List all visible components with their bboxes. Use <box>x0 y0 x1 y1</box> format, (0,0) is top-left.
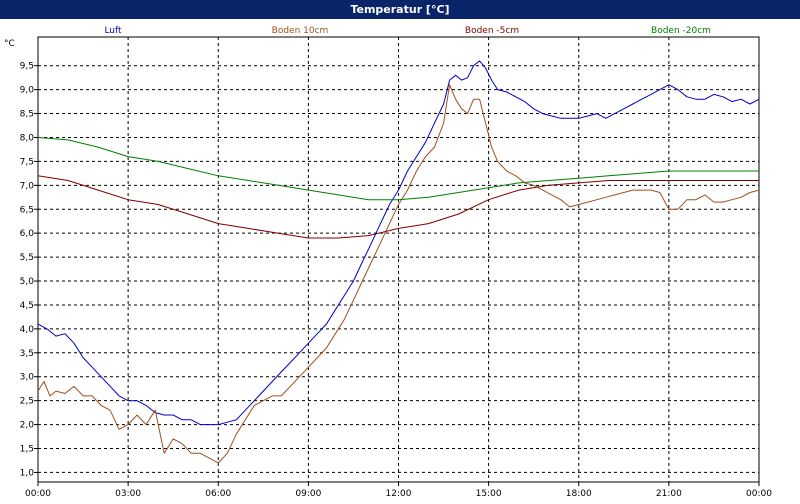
y-axis-label: °C <box>4 39 15 49</box>
series-line-1 <box>37 60 760 426</box>
legend-entry: Boden -5cm <box>465 26 519 36</box>
legend-entry: Boden 10cm <box>272 26 329 36</box>
y-tick-label: 4,0 <box>20 325 35 335</box>
window-title: Temperatur [°C] <box>0 0 800 19</box>
y-tick-label: 9,0 <box>20 86 35 96</box>
y-tick-label: 7,5 <box>20 157 34 167</box>
x-tick-time: 03:00 <box>115 489 141 499</box>
x-tick-time: 06:00 <box>205 489 231 499</box>
x-tick-time: 18:00 <box>566 489 592 499</box>
legend: Luft Boden 10cm Boden -5cm Boden -20cm <box>104 26 711 36</box>
y-tick-label: 4,5 <box>20 301 34 311</box>
y-tick-label: 5,5 <box>20 253 34 263</box>
y-tick-label: 3,0 <box>20 373 35 383</box>
series-line-4 <box>37 137 759 201</box>
y-tick-label: 9,5 <box>20 62 34 72</box>
grid <box>38 37 759 482</box>
series-line-2 <box>37 84 760 464</box>
series-line-3 <box>37 175 759 239</box>
y-tick-label: 2,5 <box>20 397 34 407</box>
legend-entry: Luft <box>104 26 122 36</box>
y-tick-label: 7,0 <box>20 181 35 191</box>
x-tick-time: 00:00 <box>746 489 772 499</box>
y-tick-label: 8,0 <box>20 133 35 143</box>
y-tick-label: 6,5 <box>20 205 34 215</box>
y-tick-label: 8,5 <box>20 110 34 120</box>
x-tick-time: 00:00 <box>25 489 51 499</box>
series-lines <box>37 60 760 464</box>
x-tick-time: 15:00 <box>476 489 502 499</box>
y-axis-ticks: 1,0 1,5 2,0 2,5 3,0 3,5 4,0 4,5 5,0 5,5 6,0 6,5 7,0 7… <box>20 62 38 478</box>
y-tick-label: 6,0 <box>20 229 35 239</box>
legend-entry: Boden -20cm <box>651 26 711 36</box>
y-tick-label: 1,0 <box>20 468 35 478</box>
y-tick-label: 5,0 <box>20 277 35 287</box>
y-tick-label: 1,5 <box>20 445 34 455</box>
x-axis-ticks: 00:0005.12.1803:0005.12.1806:0005.12.180… <box>25 482 772 499</box>
y-tick-label: 2,0 <box>20 421 35 431</box>
chart-svg: 1,0 1,5 2,0 2,5 3,0 3,5 4,0 4,5 5,0 5,5 6,0 6,5 7,0 7… <box>4 26 772 499</box>
temperature-chart: 1,0 1,5 2,0 2,5 3,0 3,5 4,0 4,5 5,0 5,5 6,0 6,5 7,0 7… <box>0 19 800 500</box>
x-tick-time: 12:00 <box>386 489 412 499</box>
y-tick-label: 3,5 <box>20 349 34 359</box>
x-tick-time: 21:00 <box>656 489 682 499</box>
x-tick-time: 09:00 <box>295 489 321 499</box>
